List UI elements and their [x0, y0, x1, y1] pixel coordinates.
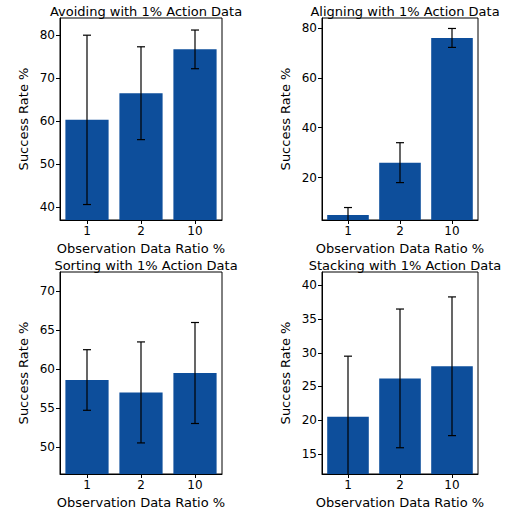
svg-text:Avoiding with 1% Action Data: Avoiding with 1% Action Data	[50, 4, 242, 19]
svg-text:20: 20	[302, 413, 317, 427]
svg-text:Observation Data Ratio %: Observation Data Ratio %	[316, 241, 484, 256]
svg-text:50: 50	[40, 440, 55, 454]
svg-text:60: 60	[302, 71, 317, 85]
svg-text:80: 80	[40, 28, 55, 42]
svg-text:15: 15	[302, 447, 317, 461]
svg-text:1: 1	[83, 478, 91, 492]
svg-text:65: 65	[40, 323, 55, 337]
svg-text:Success Rate %: Success Rate %	[16, 322, 31, 425]
svg-text:10: 10	[187, 478, 202, 492]
svg-text:1: 1	[83, 224, 91, 238]
svg-text:Sorting with 1% Action Data: Sorting with 1% Action Data	[54, 258, 237, 273]
svg-text:Observation Data Ratio %: Observation Data Ratio %	[57, 241, 225, 256]
svg-text:Success Rate %: Success Rate %	[278, 322, 293, 425]
svg-text:40: 40	[302, 278, 317, 292]
svg-text:2: 2	[396, 478, 404, 492]
svg-text:Observation Data Ratio %: Observation Data Ratio %	[316, 495, 484, 510]
svg-text:10: 10	[444, 224, 459, 238]
svg-text:1: 1	[344, 224, 352, 238]
svg-text:55: 55	[40, 401, 55, 415]
svg-text:Aligning with 1% Action Data: Aligning with 1% Action Data	[310, 4, 499, 19]
svg-text:2: 2	[137, 478, 145, 492]
svg-text:40: 40	[302, 121, 317, 135]
svg-text:70: 70	[40, 284, 55, 298]
svg-text:20: 20	[302, 171, 317, 185]
svg-text:35: 35	[302, 312, 317, 326]
svg-text:Success Rate %: Success Rate %	[278, 68, 293, 171]
svg-text:Success Rate %: Success Rate %	[16, 68, 31, 171]
svg-text:60: 60	[40, 114, 55, 128]
svg-text:40: 40	[40, 200, 55, 214]
svg-text:50: 50	[40, 157, 55, 171]
svg-text:70: 70	[40, 71, 55, 85]
svg-text:2: 2	[137, 224, 145, 238]
svg-text:30: 30	[302, 346, 317, 360]
svg-text:Stacking with 1% Action Data: Stacking with 1% Action Data	[309, 258, 502, 273]
svg-text:60: 60	[40, 362, 55, 376]
svg-text:25: 25	[302, 379, 317, 393]
svg-text:10: 10	[444, 478, 459, 492]
svg-text:1: 1	[344, 478, 352, 492]
svg-text:2: 2	[396, 224, 404, 238]
svg-text:Observation Data Ratio %: Observation Data Ratio %	[57, 495, 225, 510]
svg-text:80: 80	[302, 21, 317, 35]
svg-text:10: 10	[187, 224, 202, 238]
